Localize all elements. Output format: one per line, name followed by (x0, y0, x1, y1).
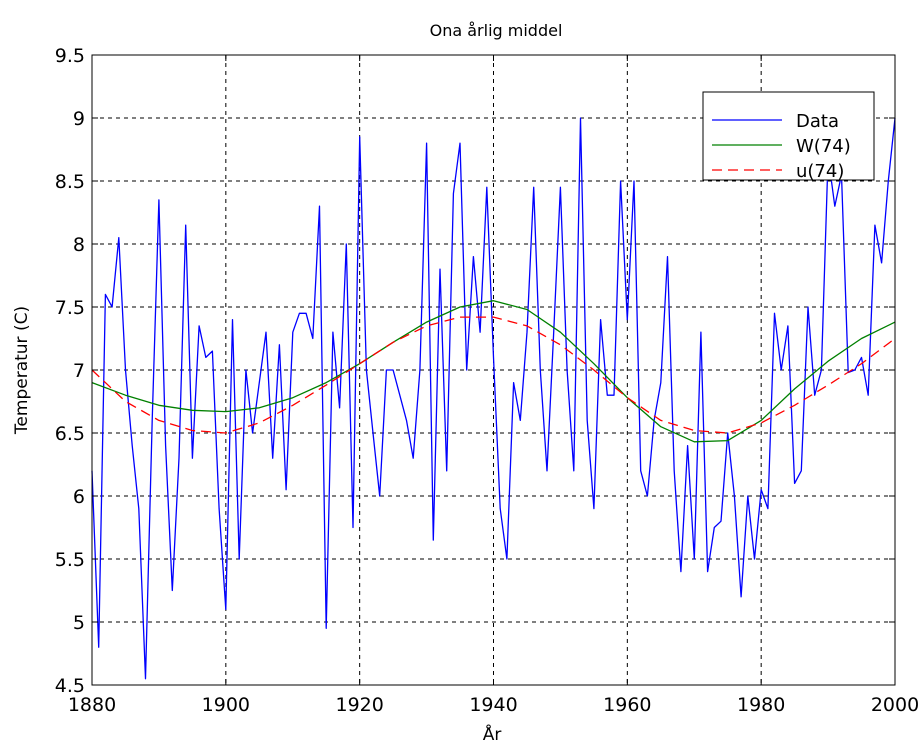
x-tick-label: 1980 (737, 694, 785, 716)
x-tick-label: 1900 (202, 694, 250, 716)
series-line-1 (91, 300, 896, 443)
x-tick-label: 1940 (469, 694, 517, 716)
tick-layer: 1880 1900 1920 1940 1960 1980 2000 4.5 5 5.5 6 6.5 7… (55, 45, 919, 716)
y-tick-label: 9.5 (55, 45, 85, 67)
grid-layer (92, 55, 895, 685)
y-tick-label: 7.5 (55, 297, 85, 319)
legend-box (702, 91, 875, 181)
y-tick-label: 5 (73, 612, 85, 634)
legend-label: u(74) (796, 161, 844, 182)
y-tick-label: 8 (73, 234, 85, 256)
y-axis-label: Temperatur (C) (12, 306, 32, 435)
y-tick-label: 6.5 (55, 423, 85, 445)
x-tick-label: 2000 (871, 694, 919, 716)
y-tick-label: 8.5 (55, 171, 85, 193)
y-tick-label: 6 (73, 486, 85, 508)
x-tick-label: 1960 (603, 694, 651, 716)
legend: Data W(74) u(74) (702, 91, 875, 182)
legend-label: W(74) (796, 136, 851, 157)
series-line-2 (91, 316, 896, 434)
legend-label: Data (796, 111, 839, 132)
y-tick-label: 5.5 (55, 549, 85, 571)
x-axis-label: År (483, 723, 502, 745)
series-line-0 (91, 117, 896, 680)
chart-title: Ona årlig middel (430, 21, 563, 40)
x-tick-label: 1880 (68, 694, 116, 716)
x-tick-label: 1920 (335, 694, 383, 716)
y-tick-label: 9 (73, 108, 85, 130)
y-tick-label: 7 (73, 360, 85, 382)
series-layer (91, 117, 896, 680)
y-tick-label: 4.5 (55, 675, 85, 697)
